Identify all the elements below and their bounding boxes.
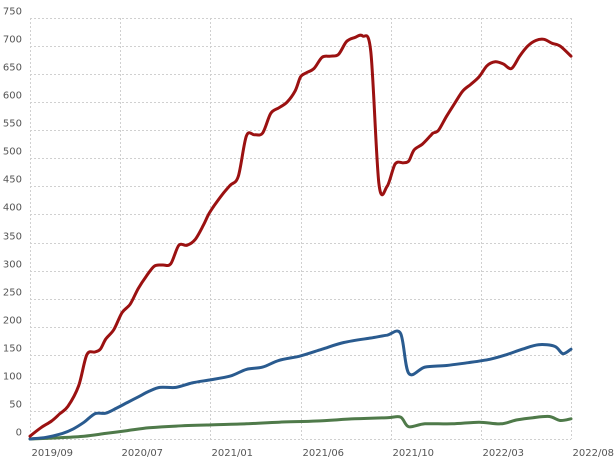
- x-tick-label: 2021/10: [393, 448, 435, 459]
- y-tick-label: 350: [3, 232, 22, 243]
- y-tick-label: 300: [3, 260, 22, 271]
- series-lines: [28, 33, 573, 441]
- y-tick-label: 600: [3, 91, 22, 102]
- x-tick-label: 2019/09: [32, 448, 74, 459]
- y-tick-label: 700: [3, 35, 22, 46]
- series-blue-line: [28, 329, 573, 441]
- y-tick-label: 100: [3, 372, 22, 383]
- series-green-line: [28, 414, 573, 441]
- x-tick-label: 2022/08: [573, 448, 615, 459]
- y-axis-tick-labels: 0 50 100 150 200 250 300 350 400 450 500 550 600 650 7…: [3, 7, 22, 439]
- y-tick-label: 750: [3, 7, 22, 18]
- y-tick-label: 400: [3, 203, 22, 214]
- y-tick-label: 50: [9, 400, 22, 411]
- y-tick-label: 650: [3, 63, 22, 74]
- series-red-line: [28, 33, 573, 438]
- x-gridlines: [30, 18, 572, 439]
- y-tick-label: 200: [3, 316, 22, 327]
- y-tick-label: 450: [3, 175, 22, 186]
- x-axis-tick-labels: 2019/09 2020/07 2021/01 2021/06 2021/10 2022/…: [32, 448, 615, 459]
- y-tick-label: 0: [16, 428, 22, 439]
- y-tick-label: 250: [3, 288, 22, 299]
- x-tick-label: 2021/06: [303, 448, 345, 459]
- y-tick-label: 150: [3, 344, 22, 355]
- x-tick-label: 2020/07: [122, 448, 164, 459]
- y-tick-label: 500: [3, 147, 22, 158]
- x-tick-label: 2022/03: [483, 448, 525, 459]
- y-tick-label: 550: [3, 119, 22, 130]
- x-tick-label: 2021/01: [212, 448, 254, 459]
- y-gridlines: [30, 18, 571, 440]
